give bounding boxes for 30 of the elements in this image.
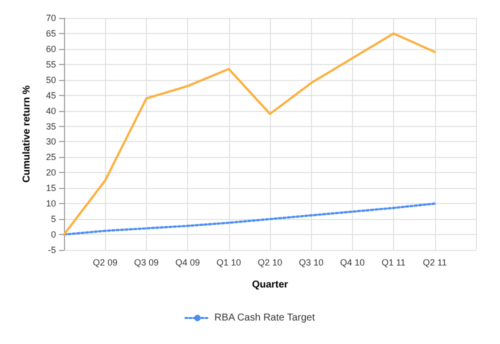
x-tick-label: Q2 11 xyxy=(422,258,447,268)
y-tick-label: 0 xyxy=(50,230,56,240)
x-tick-label: Q1 11 xyxy=(382,258,406,268)
y-axis-title: Cumulative return % xyxy=(22,85,32,183)
y-tick-label: 50 xyxy=(46,74,56,85)
line-series xyxy=(62,32,436,236)
y-tick-label: 5 xyxy=(50,214,56,224)
y-tick-label: 20 xyxy=(46,168,56,178)
y-tick-label: 45 xyxy=(46,90,56,100)
y-tick-label: 30 xyxy=(46,136,56,147)
x-tick-label: Q1 10 xyxy=(216,258,242,268)
y-tick-label: 65 xyxy=(46,28,56,38)
y-tick-label: 40 xyxy=(46,106,56,116)
y-tick-label: -5 xyxy=(48,245,56,255)
y-tick-label: 35 xyxy=(46,121,56,132)
x-tick-label: Q3 10 xyxy=(298,258,324,268)
x-tick-label: Q2 10 xyxy=(258,258,282,268)
line-series xyxy=(62,202,436,236)
y-tick-label: 10 xyxy=(46,198,56,209)
y-tick-label: 55 xyxy=(46,59,56,70)
y-tick-label: 25 xyxy=(46,152,56,162)
y-tick-label: 70 xyxy=(46,13,56,23)
y-tick-label: 15 xyxy=(46,183,56,194)
x-axis-title: Quarter xyxy=(252,280,288,290)
x-tick-label: Q2 09 xyxy=(92,258,118,268)
x-tick-label: Q4 10 xyxy=(340,258,365,268)
legend-label: RBA Cash Rate Target xyxy=(214,312,316,324)
x-tick-label: Q3 09 xyxy=(134,258,159,268)
y-tick-label: 60 xyxy=(46,44,56,54)
x-tick-label: Q4 09 xyxy=(175,258,200,268)
